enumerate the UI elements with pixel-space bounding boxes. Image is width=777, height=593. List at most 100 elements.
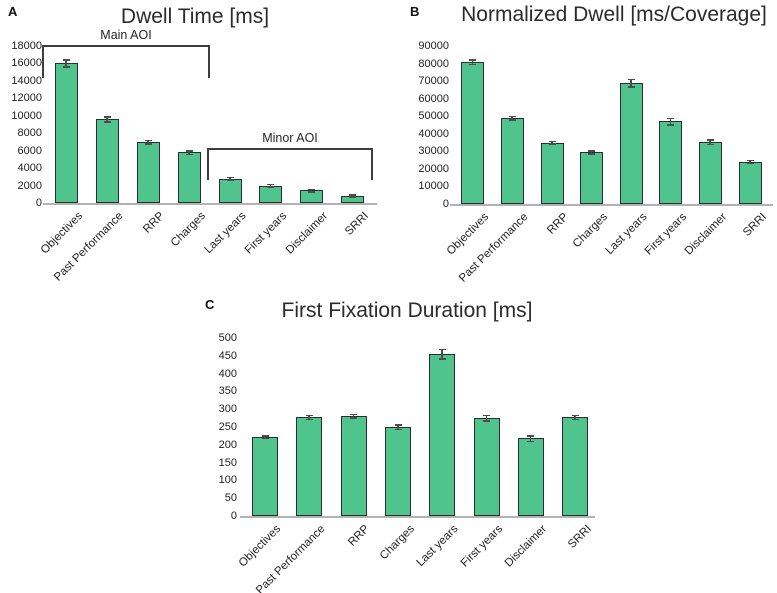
y-tick-label: 150 xyxy=(218,456,237,469)
bar-rrp xyxy=(340,415,367,516)
y-tick-label: 0 xyxy=(442,198,449,210)
category-label: First years xyxy=(458,523,506,570)
error-bar-whisker xyxy=(106,117,108,122)
error-bar-whisker xyxy=(352,414,355,418)
category-label: Last years xyxy=(603,211,650,258)
error-bar-cap-bottom xyxy=(746,162,754,165)
panel-a-letter: A xyxy=(8,4,18,19)
y-tick-label: 14000 xyxy=(11,74,42,87)
bar-first-years xyxy=(259,185,283,203)
bar-disclaimer xyxy=(698,142,722,204)
panel-b-letter: B xyxy=(410,4,420,19)
category-label: First years xyxy=(642,211,690,258)
category-label: Past Performance xyxy=(52,210,126,284)
bar-disclaimer xyxy=(517,438,544,516)
error-bar-cap-top xyxy=(483,414,491,417)
error-bar-cap-top xyxy=(185,150,193,152)
error-bar-cap-top xyxy=(588,150,596,152)
bar-objectives xyxy=(54,63,78,203)
y-tick-label: 50000 xyxy=(418,110,449,123)
error-bar-cap-top xyxy=(144,139,152,142)
category-label: Past Performance xyxy=(457,211,531,285)
category-label: RRP xyxy=(141,210,167,236)
bracket-tick-right xyxy=(371,148,373,180)
y-tick-label: 450 xyxy=(218,349,237,362)
bar-srri xyxy=(562,417,589,516)
error-bar-cap-bottom xyxy=(483,420,491,422)
bracket-tick-left xyxy=(42,45,44,78)
error-bar-cap-bottom xyxy=(469,63,477,66)
y-tick-label: 0 xyxy=(230,510,237,522)
y-tick-label: 50 xyxy=(224,492,237,505)
error-bar-cap-top xyxy=(508,115,516,118)
error-bar-cap-bottom xyxy=(350,417,358,419)
error-bar-cap-top xyxy=(469,59,477,61)
error-bar-whisker xyxy=(65,60,67,67)
error-bar-cap-bottom xyxy=(438,358,446,360)
category-label: SRRI xyxy=(740,211,769,239)
x-axis-line xyxy=(450,204,773,206)
bar-rrp xyxy=(540,142,564,204)
error-bar-cap-bottom xyxy=(394,428,402,431)
x-axis-line xyxy=(43,203,377,205)
error-bar-whisker xyxy=(229,177,231,180)
error-bar-cap-top xyxy=(103,116,111,118)
category-label: Objectives xyxy=(237,523,284,570)
bar-rrp xyxy=(136,141,160,203)
error-bar-cap-bottom xyxy=(588,153,596,155)
y-tick-label: 400 xyxy=(218,367,237,380)
y-tick-label: 350 xyxy=(218,385,237,398)
bar-charges xyxy=(177,152,201,203)
category-label: SRRI xyxy=(343,210,372,238)
error-bar-whisker xyxy=(441,349,443,359)
error-bar-cap-bottom xyxy=(508,119,516,121)
bracket-tick-left xyxy=(207,148,209,180)
y-tick-label: 6000 xyxy=(17,144,42,157)
bar-srri xyxy=(738,161,762,204)
error-bar-cap-bottom xyxy=(571,418,579,421)
category-label: Charges xyxy=(570,211,611,251)
bracket-label: Minor AOI xyxy=(262,131,318,145)
category-label: Disclaimer xyxy=(283,210,331,257)
error-bar-cap-top xyxy=(62,59,70,61)
error-bar-whisker xyxy=(709,140,711,144)
bar-past-performance xyxy=(500,117,524,204)
bar-past-performance xyxy=(95,119,119,203)
category-label: RRP xyxy=(346,523,373,549)
error-bar-cap-top xyxy=(261,435,269,437)
error-bar-whisker xyxy=(511,116,513,120)
y-tick-label: 18000 xyxy=(11,40,42,52)
error-bar-cap-bottom xyxy=(261,437,269,440)
panel-a-title: Dwell Time [ms] xyxy=(120,5,270,28)
bracket-line xyxy=(42,45,210,47)
error-bar-cap-top xyxy=(667,117,675,120)
y-tick-label: 70000 xyxy=(418,75,449,88)
error-bar-whisker xyxy=(551,141,553,144)
bar-srri xyxy=(341,195,365,203)
y-tick-label: 90000 xyxy=(418,40,449,52)
error-bar-cap-top xyxy=(267,183,275,186)
error-bar-whisker xyxy=(669,118,672,125)
error-bar-whisker xyxy=(188,151,190,154)
error-bar-cap-top xyxy=(305,414,313,417)
category-label: Last years xyxy=(202,210,249,257)
error-bar-whisker xyxy=(264,436,266,438)
bracket-tick-right xyxy=(208,45,210,78)
error-bar-cap-bottom xyxy=(667,124,675,126)
y-tick-label: 30000 xyxy=(418,145,449,158)
y-tick-label: 10000 xyxy=(418,180,449,193)
error-bar-cap-bottom xyxy=(267,186,275,188)
y-tick-label: 16000 xyxy=(11,57,42,70)
x-axis-line xyxy=(240,516,595,518)
error-bar-cap-top xyxy=(394,424,402,426)
error-bar-cap-top xyxy=(308,188,316,191)
bar-charges xyxy=(385,427,412,516)
error-bar-cap-top xyxy=(571,414,579,417)
error-bar-cap-bottom xyxy=(103,121,111,123)
y-tick-label: 200 xyxy=(218,438,237,451)
error-bar-cap-bottom xyxy=(627,86,635,88)
y-tick-label: 10000 xyxy=(11,109,42,122)
y-tick-label: 80000 xyxy=(418,57,449,70)
y-tick-label: 60000 xyxy=(418,92,449,105)
